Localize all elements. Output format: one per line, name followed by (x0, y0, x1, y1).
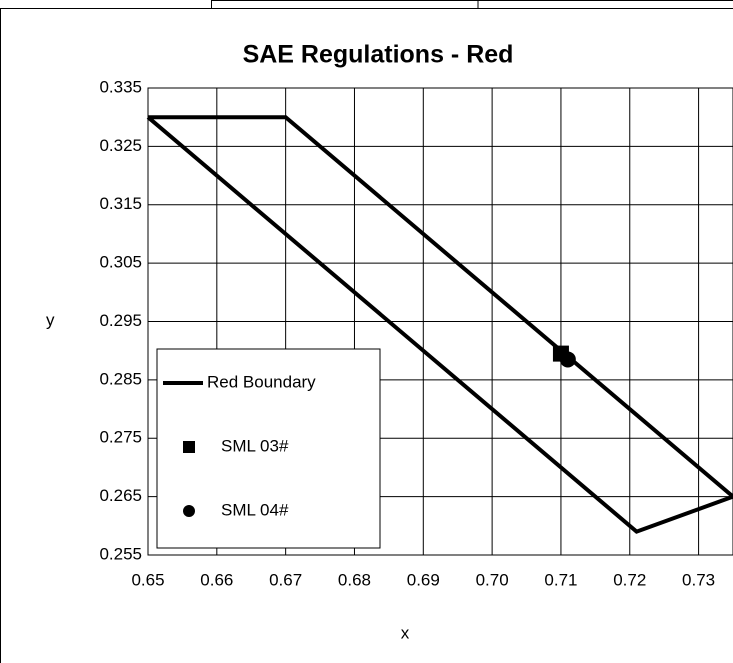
marker (559, 351, 576, 368)
x-tick-label: 0.71 (544, 570, 577, 589)
legend-label: SML 04# (221, 500, 289, 519)
x-tick-label: 0.67 (269, 570, 302, 589)
legend-label: Red Boundary (207, 372, 316, 391)
y-axis-label: y (46, 310, 55, 329)
x-axis-label: x (401, 623, 410, 642)
x-tick-label: 0.72 (613, 570, 646, 589)
plot-border (147, 87, 733, 556)
y-tick-label: 0.285 (99, 369, 142, 388)
x-tick-label: 0.70 (476, 570, 509, 589)
y-tick-label: 0.295 (99, 311, 142, 330)
header-cell (211, 0, 733, 9)
chart-title: SAE Regulations - Red (243, 41, 514, 69)
x-tick-label: 0.66 (200, 570, 233, 589)
y-tick-label: 0.335 (99, 77, 142, 96)
y-tick-label: 0.255 (99, 544, 142, 563)
y-tick-label: 0.325 (99, 136, 142, 155)
frame (0, 8, 733, 663)
series-line (146, 115, 733, 534)
y-tick-label: 0.275 (99, 428, 142, 447)
legend-label: SML 03# (221, 436, 289, 455)
x-tick-label: 0.68 (338, 570, 371, 589)
legend-swatch (183, 441, 195, 453)
x-tick-label: 0.73 (682, 570, 715, 589)
x-tick-label: 0.65 (131, 570, 164, 589)
y-tick-label: 0.305 (99, 253, 142, 272)
y-tick-label: 0.315 (99, 194, 142, 213)
y-tick-label: 0.265 (99, 486, 142, 505)
legend-swatch (183, 505, 195, 517)
x-tick-label: 0.69 (407, 570, 440, 589)
